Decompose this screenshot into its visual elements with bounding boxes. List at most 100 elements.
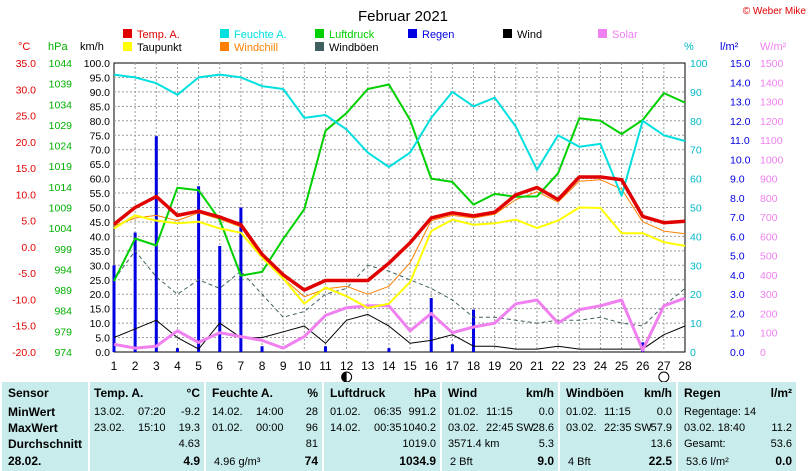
pressure-axis-tick: 1044 — [49, 58, 73, 70]
temp-axis-tick: 25.0 — [16, 111, 37, 123]
x-tick-label: 21 — [530, 359, 544, 373]
x-tick-label: 24 — [594, 359, 608, 373]
solar-axis-tick: 1000 — [760, 154, 784, 166]
x-tick-label: 23 — [573, 359, 587, 373]
temp-axis-tick: 10.0 — [16, 189, 37, 201]
legend-swatch — [220, 29, 229, 38]
legend-swatch — [220, 42, 229, 51]
new-moon-shade — [341, 372, 347, 382]
pressure-axis-tick: 1024 — [49, 141, 73, 153]
pressure-axis-label: hPa — [48, 41, 68, 53]
temp-axis-tick: 15.0 — [16, 163, 37, 175]
x-tick-label: 25 — [615, 359, 629, 373]
gust-max-time: 22:35 — [604, 422, 632, 434]
hum-min-value: 28 — [305, 406, 318, 418]
wind-axis-label: km/h — [80, 41, 104, 53]
humidity-axis-tick: 50 — [690, 203, 702, 215]
temp-axis-tick: 30.0 — [16, 84, 37, 96]
rain-unit: l/m² — [770, 386, 792, 400]
wind-max-time: 22:45 — [486, 422, 514, 434]
stats-sensor: Sensor MinWert MaxWert Durchschnitt 28.0… — [2, 382, 88, 471]
rain-bar — [197, 186, 201, 352]
solar-axis-tick: 1100 — [760, 135, 783, 147]
stats-wind: Wind km/h 01.02. 11:15 0.0 03.02. 22:45 … — [442, 382, 558, 471]
pressure-axis-tick: 989 — [54, 285, 72, 297]
x-tick-label: 5 — [195, 359, 202, 373]
rain-bar — [260, 346, 264, 352]
row-label-avg: Durchschnitt — [8, 437, 83, 451]
series-feuchte-a- — [113, 73, 686, 197]
wind-axis-tick: 20.0 — [90, 289, 111, 301]
x-tick-label: 4 — [174, 359, 181, 373]
solar-axis-label: W/m² — [760, 41, 787, 53]
x-tick-label: 13 — [361, 359, 375, 373]
pressure-axis-tick: 1009 — [49, 203, 73, 215]
rain-axis-tick: 4.0 — [730, 270, 745, 282]
x-tick-label: 27 — [657, 359, 671, 373]
legend-swatch — [408, 29, 417, 38]
rain-max-value: 11.2 — [771, 422, 792, 434]
stats-temp: Temp. A. °C 13.02. 07:20 -9.2 23.02. 15:… — [90, 382, 204, 471]
temp-axis-tick: 35.0 — [16, 58, 37, 70]
rain-bar — [429, 298, 433, 352]
gust-beaufort: 4 Bft — [568, 456, 591, 468]
solar-axis-tick: 300 — [760, 289, 778, 301]
pressure-axis-tick: 974 — [54, 347, 72, 359]
x-tick-label: 2 — [132, 359, 139, 373]
temp-axis-tick: -10.0 — [12, 294, 36, 306]
wind-axis-tick: 60.0 — [90, 174, 111, 186]
sensor-header: Sensor — [8, 386, 49, 400]
gust-max-date: 03.02. — [566, 422, 597, 434]
temp-current: 4.9 — [183, 454, 200, 468]
temp-max-time: 15:10 — [138, 422, 166, 434]
x-tick-label: 3 — [153, 359, 160, 373]
wind-axis-tick: 90.0 — [90, 87, 111, 99]
temp-axis-label: °C — [18, 41, 30, 53]
solar-axis-tick: 1500 — [760, 58, 784, 70]
rain-total-value: 53.6 — [770, 438, 792, 450]
legend-swatch — [503, 29, 512, 38]
press-max-date: 14.02. — [330, 422, 361, 434]
full-moon-icon — [658, 371, 670, 382]
wind-header: Wind — [448, 386, 478, 400]
gust-min-time: 11:15 — [604, 406, 631, 418]
temp-min-value: -9.2 — [181, 406, 200, 418]
temp-avg-value: 4.63 — [178, 438, 200, 450]
stats-pressure: Luftdruck hPa 01.02. 06:35 991.2 14.02. … — [324, 382, 440, 471]
wind-axis-tick: 80.0 — [90, 116, 111, 128]
wind-distance: 3571.4 km — [448, 438, 500, 450]
humidity-axis-tick: 30 — [690, 260, 702, 272]
wind-axis-tick: 10.0 — [90, 318, 111, 330]
press-current: 1034.9 — [399, 454, 436, 468]
wind-axis-tick: 95.0 — [90, 72, 111, 84]
hum-avg-value: 81 — [305, 438, 318, 450]
temp-unit: °C — [186, 386, 200, 400]
solar-axis-tick: 500 — [760, 251, 778, 263]
solar-axis-tick: 100 — [760, 328, 778, 340]
x-tick-label: 11 — [319, 359, 332, 373]
wind-axis-tick: 50.0 — [90, 203, 111, 215]
series-luftdruck — [113, 83, 686, 282]
wind-axis-tick: 85.0 — [90, 101, 111, 113]
wind-min-value: 0.0 — [538, 406, 554, 418]
humidity-axis-tick: 70 — [690, 145, 702, 157]
legend-swatch — [123, 42, 132, 51]
rain-axis-tick: 13.0 — [730, 97, 751, 109]
pressure-axis-tick: 1034 — [49, 99, 73, 111]
rain-axis-tick: 8.0 — [730, 193, 745, 205]
wind-axis-tick: 75.0 — [90, 130, 111, 142]
wind-max-direction: SW — [516, 422, 534, 434]
rain-axis-label: l/m² — [720, 41, 739, 53]
wind-min-date: 01.02. — [448, 406, 479, 418]
solar-axis-tick: 700 — [760, 212, 778, 224]
legend-label: Luftdruck — [329, 29, 375, 41]
temp-max-date: 23.02. — [94, 422, 125, 434]
temp-axis-tick: -5.0 — [18, 268, 36, 280]
hum-max-time: 00:00 — [256, 422, 284, 434]
pressure-axis-tick: 999 — [54, 244, 72, 256]
rain-axis-tick: 10.0 — [730, 154, 751, 166]
hum-min-time: 14:00 — [256, 406, 284, 418]
humidity-axis-tick: 40 — [690, 231, 702, 243]
gust-min-value: 0.0 — [656, 406, 672, 418]
x-tick-label: 18 — [467, 359, 481, 373]
